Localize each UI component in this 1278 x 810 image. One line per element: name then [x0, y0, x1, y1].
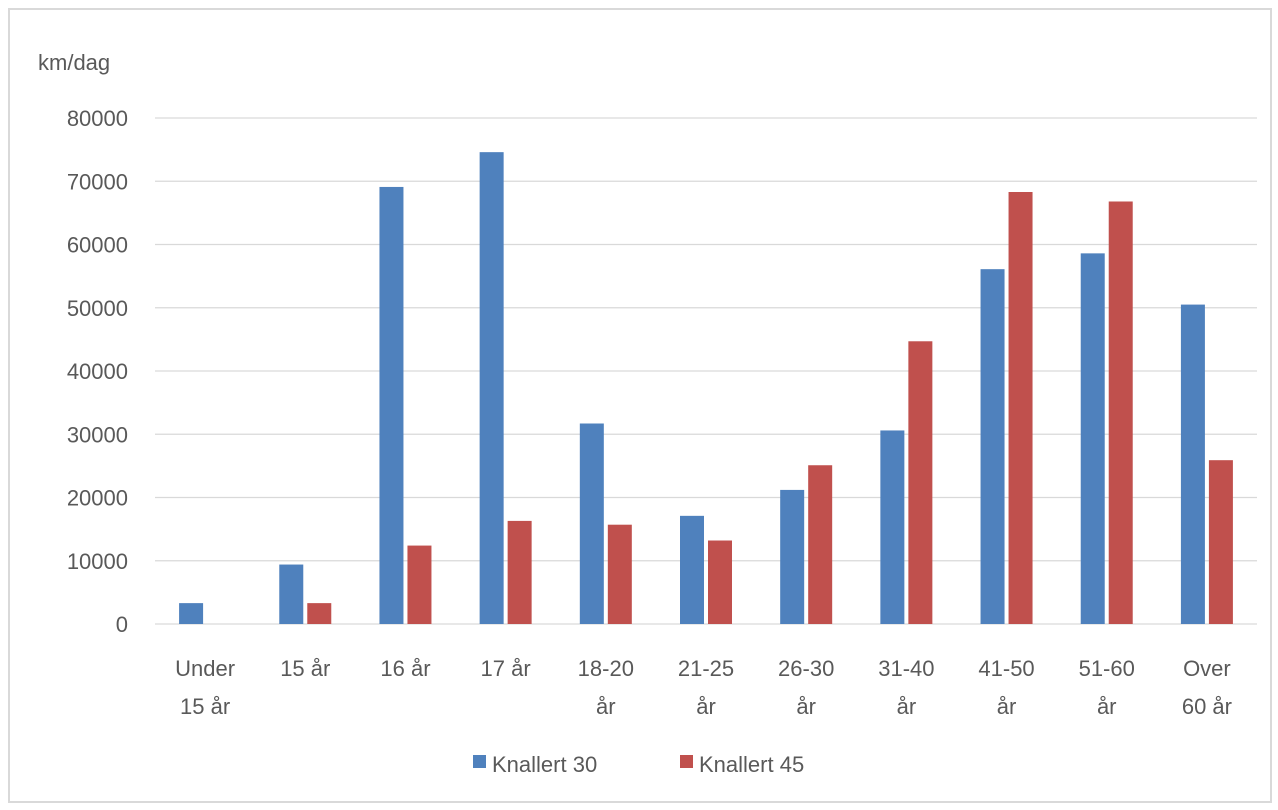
y-tick-label: 60000	[67, 233, 128, 258]
bar-knallert-30	[1080, 253, 1105, 625]
y-axis-ticks: 0 10000 20000 30000 40000 50000 60000 70000 8000…	[67, 106, 128, 637]
bar-knallert-45	[507, 520, 532, 624]
legend-swatch-knallert-30	[473, 755, 486, 768]
x-category-label: 17 år	[481, 656, 531, 681]
x-category-label: år	[796, 694, 816, 719]
bar-knallert-30	[780, 489, 805, 624]
bars	[179, 152, 1233, 625]
bar-knallert-45	[307, 603, 332, 624]
y-tick-label: 20000	[67, 486, 128, 511]
x-category-label: 15 år	[280, 656, 330, 681]
legend: Knallert 30 Knallert 45	[473, 752, 804, 777]
x-category-label: 41-50	[978, 656, 1034, 681]
bar-knallert-30	[279, 564, 304, 624]
legend-label: Knallert 30	[492, 752, 597, 777]
x-category-label: år	[696, 694, 716, 719]
bar-knallert-45	[908, 341, 933, 624]
x-category-label: år	[897, 694, 917, 719]
y-tick-label: 10000	[67, 549, 128, 574]
bar-knallert-30	[880, 430, 905, 624]
x-category-label: 15 år	[180, 694, 230, 719]
x-category-label: 31-40	[878, 656, 934, 681]
legend-label: Knallert 45	[699, 752, 804, 777]
y-tick-label: 40000	[67, 359, 128, 384]
x-category-label: 26-30	[778, 656, 834, 681]
y-tick-label: 80000	[67, 106, 128, 131]
x-category-label: 16 år	[380, 656, 430, 681]
x-category-label: 60 år	[1182, 694, 1232, 719]
bar-knallert-45	[1008, 192, 1033, 624]
bar-knallert-30	[1180, 304, 1205, 624]
bar-knallert-45	[607, 524, 632, 624]
bar-knallert-45	[407, 545, 432, 624]
bar-knallert-30	[479, 152, 504, 624]
x-category-label: 18-20	[578, 656, 634, 681]
bar-knallert-30	[179, 603, 204, 624]
legend-swatch-knallert-45	[680, 755, 693, 768]
x-category-label: år	[596, 694, 616, 719]
gridlines	[155, 117, 1257, 625]
bar-knallert-30	[680, 515, 704, 624]
x-category-label: Under	[175, 656, 235, 681]
x-category-label: 21-25	[678, 656, 734, 681]
y-axis-unit-label: km/dag	[38, 50, 110, 75]
bar-knallert-30	[379, 186, 404, 624]
y-tick-label: 30000	[67, 422, 128, 447]
y-tick-label: 0	[116, 612, 128, 637]
x-axis-labels: Under 15 år 15 år 16 år 17 år 18-20 år 21-25 år 2…	[175, 656, 1232, 719]
bar-knallert-30	[579, 423, 604, 624]
x-category-label: Over	[1183, 656, 1231, 681]
x-category-label: år	[1097, 694, 1117, 719]
bar-knallert-45	[708, 540, 732, 624]
x-category-label: 51-60	[1079, 656, 1135, 681]
chart-frame	[8, 8, 1272, 803]
bar-knallert-45	[1108, 201, 1133, 625]
x-category-label: år	[997, 694, 1017, 719]
bar-knallert-30	[980, 269, 1005, 624]
y-tick-label: 70000	[67, 169, 128, 194]
bar-knallert-45	[1208, 460, 1233, 624]
bar-knallert-45	[808, 465, 833, 624]
y-tick-label: 50000	[67, 296, 128, 321]
